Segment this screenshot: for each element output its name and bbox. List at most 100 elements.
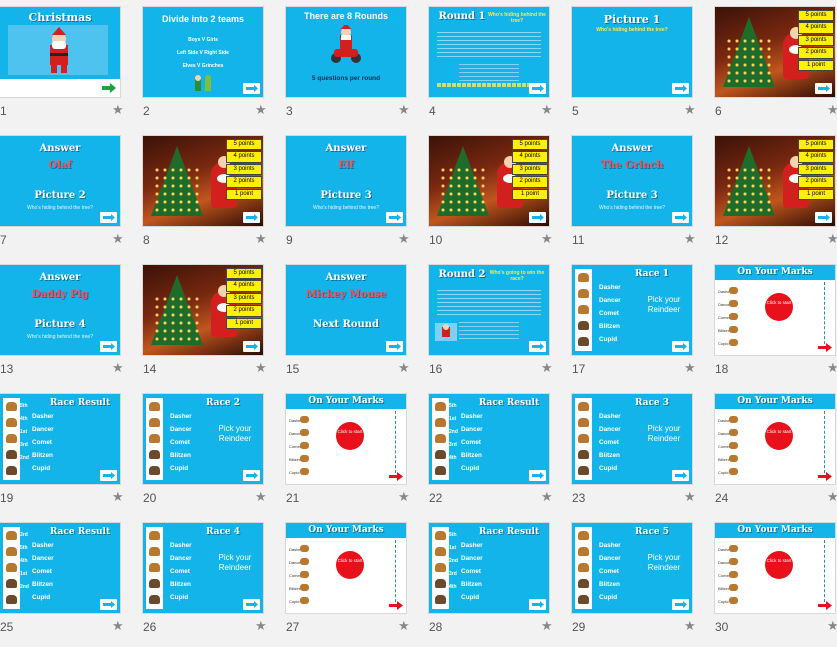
points-tile[interactable]: 5 points: [512, 139, 548, 151]
start-button[interactable]: Click to start: [765, 422, 793, 450]
star-icon[interactable]: ★: [112, 231, 124, 246]
star-icon[interactable]: ★: [541, 489, 553, 504]
slide-thumbnail[interactable]: Round 1 Who's hiding behind the tree?: [429, 7, 549, 97]
slide-thumbnail[interactable]: Round 2 Who's going to win the race?: [429, 265, 549, 355]
slide-thumbnail[interactable]: Christmas Challenge: [0, 7, 120, 97]
slide-thumbnail[interactable]: Race Result 5th 1st 2nd 3rd 4th Dasher Dancer Co…: [429, 523, 549, 613]
slide-thumbnail[interactable]: On Your Marks Dasher Dancer Comet Blitzen Cup…: [715, 523, 835, 613]
points-tile[interactable]: 1 point: [798, 59, 834, 71]
slide-thumbnail-cell[interactable]: 5 points 4 points 3 points 2 points 1 point 1…: [715, 136, 837, 260]
star-icon[interactable]: ★: [255, 618, 267, 633]
slide-thumbnail[interactable]: Race 3 Dasher Dancer Comet Blitzen Cupid Pick …: [572, 394, 692, 484]
star-icon[interactable]: ★: [112, 489, 124, 504]
points-tile[interactable]: 1 point: [512, 188, 548, 200]
points-tile[interactable]: 2 points: [512, 176, 548, 188]
star-icon[interactable]: ★: [398, 102, 410, 117]
slide-thumbnail-cell[interactable]: Race 5 Dasher Dancer Comet Blitzen Cupid Pick …: [572, 523, 696, 647]
points-tile[interactable]: 3 points: [798, 163, 834, 176]
slide-thumbnail-cell[interactable]: Round 2 Who's going to win the race? 16 ★: [429, 265, 553, 389]
star-icon[interactable]: ★: [827, 360, 837, 375]
slide-thumbnail-cell[interactable]: Race Result 5th 4th 1st 3rd 2nd Dasher Dancer Co…: [0, 394, 124, 518]
points-tile[interactable]: 5 points: [226, 268, 262, 280]
star-icon[interactable]: ★: [255, 489, 267, 504]
slide-thumbnail-cell[interactable]: 5 points 4 points 3 points 2 points 1 point 8…: [143, 136, 267, 260]
slide-thumbnail[interactable]: Answer Olaf Picture 2 Who's hiding behind t…: [0, 136, 120, 226]
slide-thumbnail[interactable]: Divide into 2 teams Boys V Girls Left Side…: [143, 7, 263, 97]
slide-thumbnail-cell[interactable]: Race 4 Dasher Dancer Comet Blitzen Cupid Pick …: [143, 523, 267, 647]
slide-thumbnail[interactable]: Race 5 Dasher Dancer Comet Blitzen Cupid Pick …: [572, 523, 692, 613]
star-icon[interactable]: ★: [112, 102, 124, 117]
slide-thumbnail-cell[interactable]: On Your Marks Dasher Dancer Comet Blitzen Cup…: [715, 523, 837, 647]
star-icon[interactable]: ★: [541, 360, 553, 375]
slide-thumbnail[interactable]: Answer Mickey Mouse Next Round: [286, 265, 406, 355]
slide-thumbnail-cell[interactable]: On Your Marks Dasher Dancer Comet Blitzen Cup…: [715, 265, 837, 389]
star-icon[interactable]: ★: [398, 360, 410, 375]
points-tile[interactable]: 1 point: [226, 317, 262, 329]
slide-thumbnail-cell[interactable]: On Your Marks Dasher Dancer Comet Blitzen Cup…: [286, 394, 410, 518]
slide-thumbnail[interactable]: Race 2 Dasher Dancer Comet Blitzen Cupid Pick …: [143, 394, 263, 484]
points-tile[interactable]: 4 points: [798, 22, 834, 34]
points-tile[interactable]: 1 point: [226, 188, 262, 200]
star-icon[interactable]: ★: [827, 102, 837, 117]
star-icon[interactable]: ★: [541, 231, 553, 246]
star-icon[interactable]: ★: [684, 231, 696, 246]
slide-thumbnail-cell[interactable]: Race Result 5th 1st 2nd 3rd 4th Dasher Dancer Co…: [429, 523, 553, 647]
slide-thumbnail-cell[interactable]: 5 points 4 points 3 points 2 points 1 point 1…: [429, 136, 553, 260]
slide-thumbnail[interactable]: 5 points 4 points 3 points 2 points 1 point: [143, 265, 263, 355]
slide-thumbnail[interactable]: 5 points 4 points 3 points 2 points 1 point: [715, 136, 835, 226]
start-button[interactable]: Click to start: [765, 293, 793, 321]
star-icon[interactable]: ★: [255, 360, 267, 375]
slide-thumbnail-cell[interactable]: Christmas Challenge 1 ★: [0, 7, 124, 131]
slide-thumbnail[interactable]: 5 points 4 points 3 points 2 points 1 point: [715, 7, 835, 97]
star-icon[interactable]: ★: [827, 231, 837, 246]
star-icon[interactable]: ★: [684, 360, 696, 375]
slide-thumbnail[interactable]: Answer Daddy Pig Picture 4 Who's hiding beh…: [0, 265, 120, 355]
slide-thumbnail[interactable]: 5 points 4 points 3 points 2 points 1 point: [429, 136, 549, 226]
slide-thumbnail[interactable]: Answer Elf Picture 3 Who's hiding behind th…: [286, 136, 406, 226]
slide-thumbnail[interactable]: Race 4 Dasher Dancer Comet Blitzen Cupid Pick …: [143, 523, 263, 613]
star-icon[interactable]: ★: [827, 618, 837, 633]
points-tile[interactable]: 3 points: [798, 34, 834, 47]
slide-thumbnail-cell[interactable]: Race Result 3rd 5th 4th 1st 2nd Dasher Dancer Co…: [0, 523, 124, 647]
start-button[interactable]: Click to start: [336, 422, 364, 450]
points-tile[interactable]: 2 points: [798, 47, 834, 59]
slide-thumbnail[interactable]: Race Result 3rd 5th 4th 1st 2nd Dasher Dancer Co…: [0, 523, 120, 613]
slide-thumbnail-cell[interactable]: Divide into 2 teams Boys V Girls Left Side…: [143, 7, 267, 131]
star-icon[interactable]: ★: [398, 618, 410, 633]
slide-thumbnail-cell[interactable]: Answer The Grinch Picture 3 Who's hiding be…: [572, 136, 696, 260]
slide-thumbnail[interactable]: Picture 1 Who's hiding behind the tree?: [572, 7, 692, 97]
slide-thumbnail[interactable]: On Your Marks Dasher Dancer Comet Blitzen Cup…: [715, 265, 835, 355]
slide-thumbnail[interactable]: Answer The Grinch Picture 3 Who's hiding be…: [572, 136, 692, 226]
star-icon[interactable]: ★: [255, 102, 267, 117]
slide-thumbnail-cell[interactable]: Answer Daddy Pig Picture 4 Who's hiding beh…: [0, 265, 124, 389]
slide-thumbnail[interactable]: 5 points 4 points 3 points 2 points 1 point: [143, 136, 263, 226]
points-tile[interactable]: 5 points: [798, 10, 834, 22]
points-tile[interactable]: 4 points: [226, 151, 262, 163]
star-icon[interactable]: ★: [541, 102, 553, 117]
star-icon[interactable]: ★: [684, 618, 696, 633]
start-button[interactable]: Click to start: [336, 551, 364, 579]
slide-thumbnail-cell[interactable]: On Your Marks Dasher Dancer Comet Blitzen Cup…: [715, 394, 837, 518]
slide-thumbnail[interactable]: On Your Marks Dasher Dancer Comet Blitzen Cup…: [286, 523, 406, 613]
points-tile[interactable]: 3 points: [512, 163, 548, 176]
slide-thumbnail-cell[interactable]: Race 2 Dasher Dancer Comet Blitzen Cupid Pick …: [143, 394, 267, 518]
slide-thumbnail-cell[interactable]: 5 points 4 points 3 points 2 points 1 point 6…: [715, 7, 837, 131]
slide-thumbnail[interactable]: Race Result 5th 4th 1st 3rd 2nd Dasher Dancer Co…: [0, 394, 120, 484]
star-icon[interactable]: ★: [398, 231, 410, 246]
points-tile[interactable]: 5 points: [226, 139, 262, 151]
slide-thumbnail[interactable]: On Your Marks Dasher Dancer Comet Blitzen Cup…: [715, 394, 835, 484]
star-icon[interactable]: ★: [398, 489, 410, 504]
slide-thumbnail-cell[interactable]: Race Result 5th 1st 2nd 3rd 4th Dasher Dancer Co…: [429, 394, 553, 518]
star-icon[interactable]: ★: [541, 618, 553, 633]
points-tile[interactable]: 2 points: [226, 305, 262, 317]
start-button[interactable]: Click to start: [765, 551, 793, 579]
slide-thumbnail-cell[interactable]: Race 3 Dasher Dancer Comet Blitzen Cupid Pick …: [572, 394, 696, 518]
points-tile[interactable]: 3 points: [226, 163, 262, 176]
slide-thumbnail-cell[interactable]: Answer Elf Picture 3 Who's hiding behind th…: [286, 136, 410, 260]
slide-thumbnail[interactable]: On Your Marks Dasher Dancer Comet Blitzen Cup…: [286, 394, 406, 484]
points-tile[interactable]: 2 points: [226, 176, 262, 188]
points-tile[interactable]: 4 points: [226, 280, 262, 292]
points-tile[interactable]: 4 points: [798, 151, 834, 163]
slide-thumbnail-cell[interactable]: 5 points 4 points 3 points 2 points 1 point 1…: [143, 265, 267, 389]
slide-thumbnail-cell[interactable]: There are 8 Rounds 5 questions per round 3…: [286, 7, 410, 131]
